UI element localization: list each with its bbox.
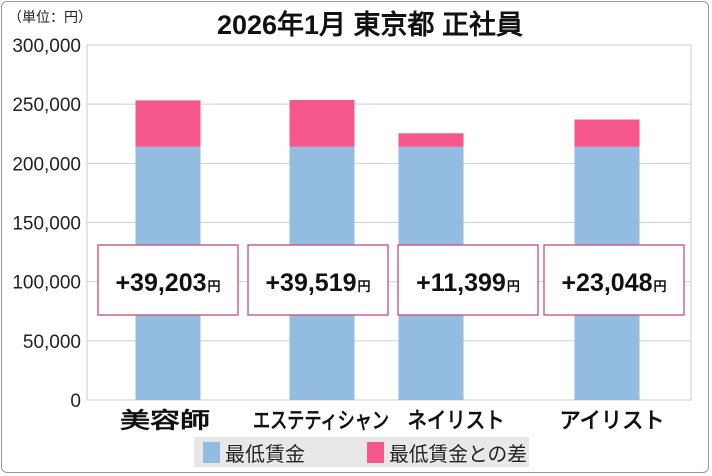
- y-tick-label: 150,000: [12, 214, 81, 235]
- data-label-value: +39,519: [265, 269, 356, 297]
- data-label: +39,203円: [115, 269, 220, 297]
- y-tick-label: 250,000: [12, 95, 81, 116]
- legend-swatch: [367, 442, 384, 463]
- data-label-value: +11,399: [416, 269, 506, 297]
- data-label-value: +23,048: [561, 269, 652, 297]
- data-label-box: [397, 244, 539, 316]
- y-tick-label: 100,000: [12, 273, 81, 294]
- bar-diff: [574, 119, 640, 147]
- bar-diff: [289, 100, 355, 147]
- y-tick-label: 200,000: [12, 154, 81, 175]
- data-label: +23,048円: [543, 244, 685, 316]
- data-label-unit: 円: [208, 279, 221, 294]
- y-tick-label: 50,000: [23, 332, 81, 353]
- data-label-value: +39,203: [115, 269, 206, 297]
- unit-label: （単位：円）: [8, 9, 92, 25]
- bar-diff: [135, 100, 201, 147]
- chart-title: 2026年1月 東京都 正社員: [217, 9, 523, 40]
- data-label: +39,519円: [247, 244, 389, 316]
- data-label: +23,048円: [561, 269, 666, 297]
- data-label: +11,399円: [416, 269, 520, 297]
- x-category-label: エステティシャン: [253, 408, 389, 433]
- data-label: +11,399円: [397, 244, 539, 316]
- legend: [194, 437, 529, 467]
- data-label: +39,519円: [265, 269, 370, 297]
- x-category-label: 美容師: [120, 408, 210, 433]
- legend-swatch: [203, 442, 220, 463]
- x-category-label: アイリスト: [560, 408, 665, 433]
- data-label-box: [247, 244, 389, 316]
- y-tick-label: 300,000: [12, 36, 81, 57]
- legend-label: 最低賃金との差: [389, 443, 527, 466]
- y-tick-label: 0: [70, 391, 81, 412]
- data-label: +39,203円: [97, 244, 239, 316]
- data-label-unit: 円: [507, 279, 520, 294]
- x-category-label: ネイリスト: [408, 408, 505, 433]
- data-label-unit: 円: [358, 279, 371, 294]
- data-label-unit: 円: [654, 279, 667, 294]
- data-label-box: [97, 244, 239, 316]
- data-label-box: [543, 244, 685, 316]
- bar-diff: [398, 133, 464, 147]
- legend-label: 最低賃金: [225, 443, 305, 466]
